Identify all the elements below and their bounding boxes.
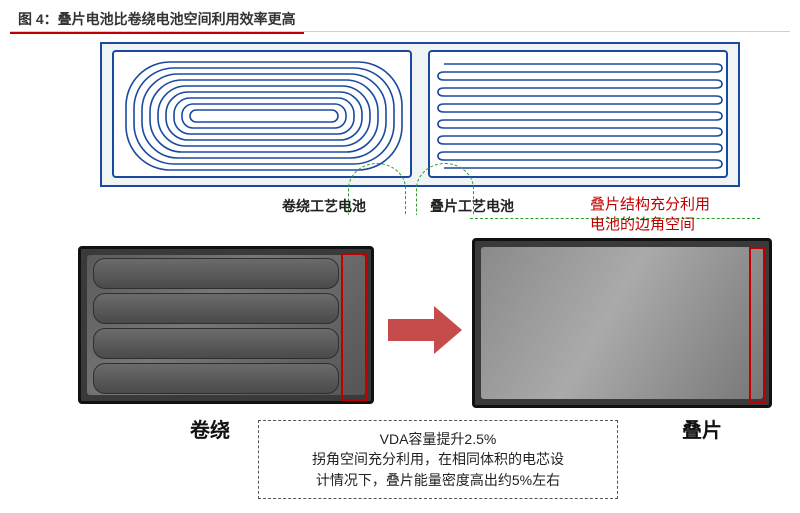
caption-line3: 计情况下，叠片能量密度高出约5%左右	[273, 470, 603, 490]
stack-svg	[430, 52, 728, 178]
arrow-icon	[388, 306, 462, 354]
caption-line1: VDA容量提升2.5%	[273, 429, 603, 449]
figure-title: 图 4：叠片电池比卷绕电池空间利用效率更高	[10, 6, 304, 34]
coil-svg	[114, 52, 412, 178]
coil-schematic	[112, 50, 412, 178]
red-highlight-left	[341, 253, 367, 401]
xray-stacked	[472, 238, 772, 408]
xray-wound-inner	[87, 255, 365, 395]
red-highlight-right	[749, 247, 765, 403]
red-callout-line1: 叠片结构充分利用	[590, 196, 710, 213]
red-callout: 叠片结构充分利用 电池的边角空间	[590, 195, 710, 234]
caption-line2: 拐角空间充分利用，在相同体积的电芯设	[273, 449, 603, 469]
coil-label: 卷绕工艺电池	[282, 196, 366, 216]
title-divider	[10, 31, 790, 32]
schematic-row	[100, 42, 740, 187]
xray-stacked-inner	[481, 247, 763, 399]
red-callout-line2: 电池的边角空间	[590, 216, 695, 233]
xray-wound	[78, 246, 374, 404]
wound-big-label: 卷绕	[190, 414, 230, 443]
stack-label: 叠片工艺电池	[430, 196, 514, 216]
stack-big-label: 叠片	[682, 414, 722, 443]
caption-box: VDA容量提升2.5% 拐角空间充分利用，在相同体积的电芯设 计情况下，叠片能量…	[258, 420, 618, 499]
stack-schematic	[428, 50, 728, 178]
